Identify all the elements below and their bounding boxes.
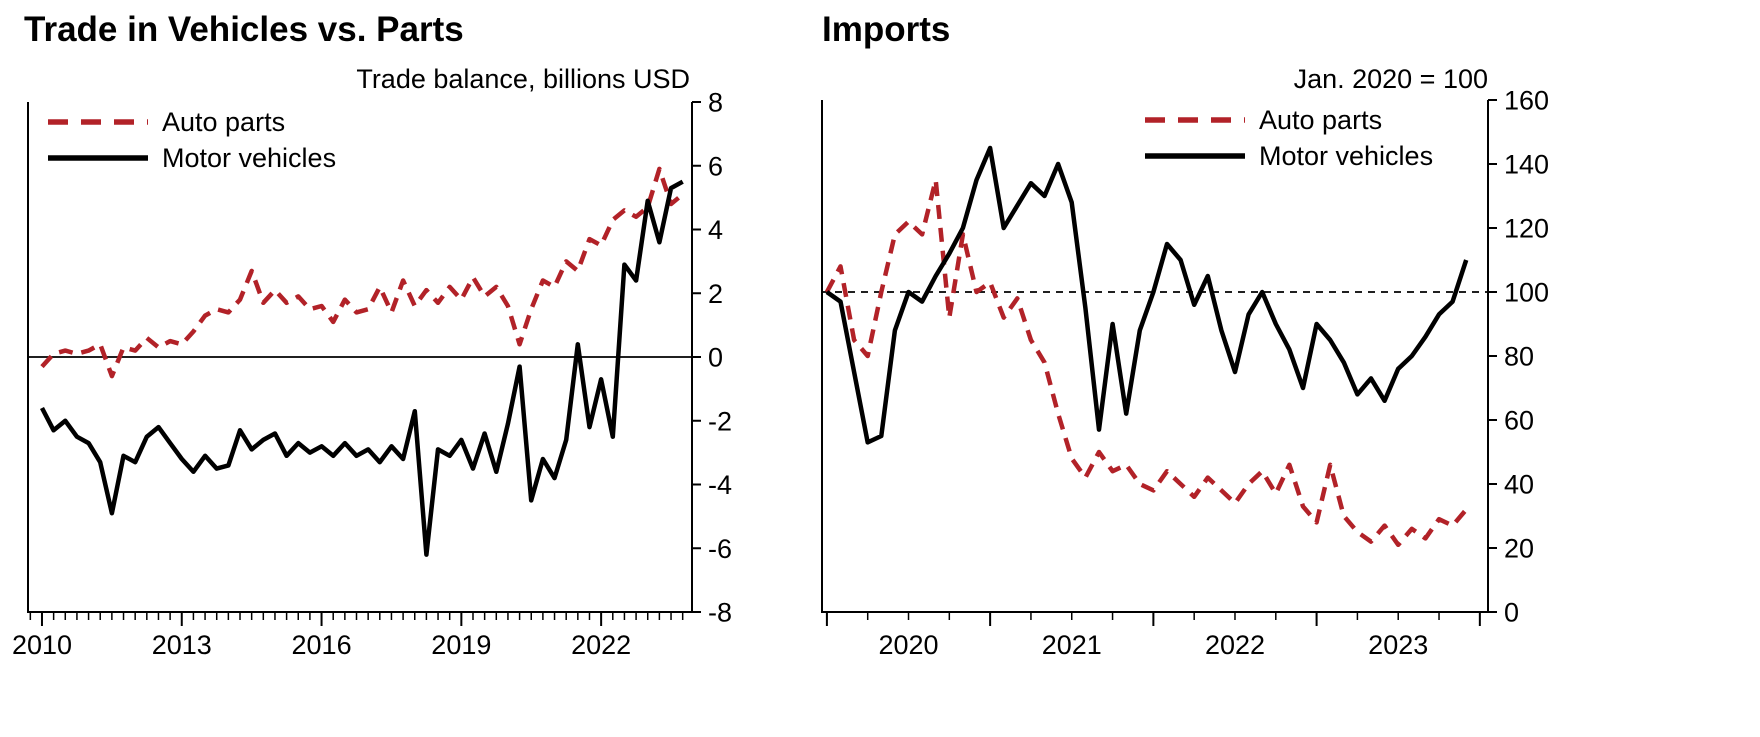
svg-text:0: 0 — [1504, 598, 1519, 628]
svg-text:80: 80 — [1504, 342, 1534, 372]
legend-item-motor-vehicles: Motor vehicles — [1145, 138, 1433, 174]
svg-text:2010: 2010 — [12, 630, 72, 660]
trade-legend: Auto parts Motor vehicles — [48, 104, 336, 176]
svg-text:-4: -4 — [708, 470, 732, 500]
auto-parts-dashed-line-icon — [48, 119, 148, 125]
svg-text:2013: 2013 — [152, 630, 212, 660]
imports-legend: Auto parts Motor vehicles — [1145, 102, 1433, 174]
imports-chart-title: Imports — [822, 10, 951, 49]
legend-item-motor-vehicles: Motor vehicles — [48, 140, 336, 176]
svg-text:120: 120 — [1504, 214, 1549, 244]
svg-text:60: 60 — [1504, 406, 1534, 436]
legend-label-motor-vehicles: Motor vehicles — [162, 142, 337, 173]
svg-text:2016: 2016 — [292, 630, 352, 660]
imports-chart: 160 140 120 100 80 60 40 20 0 2020 2021 2022 2023 Im… — [800, 0, 1760, 737]
legend-label-auto-parts: Auto parts — [1259, 104, 1383, 135]
svg-text:2022: 2022 — [571, 630, 631, 660]
svg-text:40: 40 — [1504, 470, 1534, 500]
svg-text:8: 8 — [708, 88, 723, 118]
svg-text:2020: 2020 — [878, 630, 938, 660]
auto-parts-dashed-line-icon — [1145, 117, 1245, 123]
svg-text:2023: 2023 — [1368, 630, 1428, 660]
svg-text:-2: -2 — [708, 406, 732, 436]
svg-text:100: 100 — [1504, 278, 1549, 308]
motor-vehicles-solid-line-icon — [48, 155, 148, 161]
trade-balance-chart: 8 6 4 2 0 -2 -4 -6 -8 2010 2013 2016 2019 2022 Trade … — [0, 0, 790, 737]
svg-text:160: 160 — [1504, 86, 1549, 116]
svg-text:2019: 2019 — [431, 630, 491, 660]
trade-axis-units-label: Trade balance, billions USD — [356, 64, 690, 94]
legend-item-auto-parts: Auto parts — [1145, 102, 1433, 138]
svg-text:4: 4 — [708, 215, 723, 245]
svg-text:-6: -6 — [708, 534, 732, 564]
trade-chart-title: Trade in Vehicles vs. Parts — [24, 10, 464, 49]
motor-vehicles-solid-line-icon — [1145, 153, 1245, 159]
trade-balance-plot-area: 8 6 4 2 0 -2 -4 -6 -8 2010 2013 2016 2019 2022 — [12, 88, 732, 661]
svg-text:2022: 2022 — [1205, 630, 1265, 660]
svg-text:-8: -8 — [708, 598, 732, 628]
imports-axis-units-label: Jan. 2020 = 100 — [1293, 64, 1488, 94]
svg-text:140: 140 — [1504, 150, 1549, 180]
svg-text:6: 6 — [708, 151, 723, 181]
legend-label-auto-parts: Auto parts — [162, 106, 286, 137]
legend-item-auto-parts: Auto parts — [48, 104, 336, 140]
legend-label-motor-vehicles: Motor vehicles — [1259, 140, 1434, 171]
svg-text:20: 20 — [1504, 534, 1534, 564]
svg-text:0: 0 — [708, 343, 723, 373]
svg-text:2021: 2021 — [1042, 630, 1102, 660]
imports-plot-area: 160 140 120 100 80 60 40 20 0 2020 2021 2022 2023 — [821, 86, 1549, 660]
svg-text:2: 2 — [708, 279, 723, 309]
